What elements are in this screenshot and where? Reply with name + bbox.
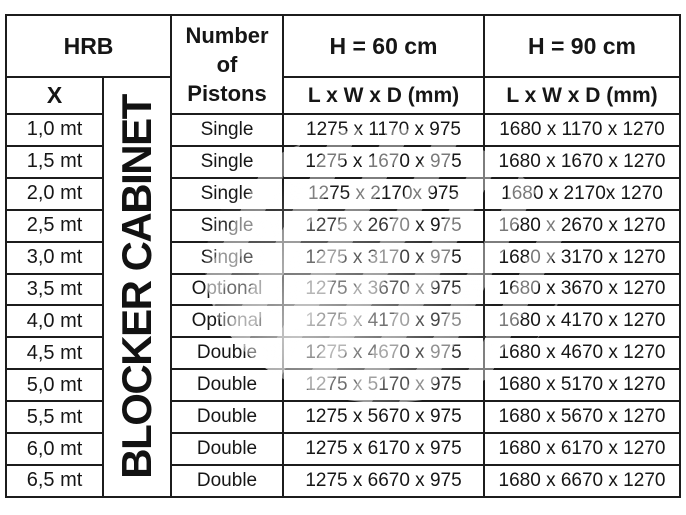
dims-h90-value: 1680 x 6170 x 1270 [483, 432, 681, 466]
hrb-x-value: 6,0 mt [5, 432, 104, 466]
dims-h60-value: 1275 x 1670 x 975 [282, 144, 485, 179]
h60-header: H = 60 cm [282, 14, 485, 78]
hrb-x-value: 5,0 mt [5, 368, 104, 403]
dims-h90-value: 1680 x 2170x 1270 [483, 176, 681, 211]
dims-h60-value: 1275 x 3670 x 975 [282, 272, 485, 307]
header-row-2: X BLOCKER CABINET L x W x D (mm) L x W x… [5, 76, 681, 498]
pistons-value: Single [170, 208, 284, 243]
dims-h60-value: 1275 x 4170 x 975 [282, 304, 485, 339]
h90-header: H = 90 cm [483, 14, 681, 78]
dims-h60-value: 1275 x 5670 x 975 [282, 400, 485, 435]
hrb-header: HRB [5, 14, 172, 78]
pistons-header: Number of Pistons [170, 14, 284, 115]
hrb-x-value: 1,5 mt [5, 144, 104, 179]
blocker-cabinet-label: BLOCKER CABINET [113, 95, 160, 479]
dims90-header: L x W x D (mm) [483, 76, 681, 115]
pistons-value: Single [170, 144, 284, 179]
spec-table: HRB Number of Pistons H = 60 cm H = 90 c… [5, 14, 681, 499]
pistons-value: Optional [170, 272, 284, 307]
dims-h90-value: 1680 x 4670 x 1270 [483, 336, 681, 371]
pistons-value: Single [170, 176, 284, 211]
header-row-1: HRB Number of Pistons H = 60 cm H = 90 c… [5, 14, 681, 115]
hrb-x-value: 3,0 mt [5, 240, 104, 275]
blocker-cabinet-cell: BLOCKER CABINET [102, 76, 172, 498]
hrb-x-value: 5,5 mt [5, 400, 104, 435]
dims-h90-value: 1680 x 4170 x 1270 [483, 304, 681, 339]
hrb-x-value: 3,5 mt [5, 272, 104, 307]
hrb-x-value: 2,0 mt [5, 176, 104, 211]
dims-h60-value: 1275 x 5170 x 975 [282, 368, 485, 403]
dims-h90-value: 1680 x 1170 x 1270 [483, 113, 681, 147]
table-row: 5,5 mt Double 1275 x 5670 x 975 1680 x 5… [5, 400, 681, 435]
dims-h90-value: 1680 x 5170 x 1270 [483, 368, 681, 403]
dims-h60-value: 1275 x 6170 x 975 [282, 432, 485, 466]
pistons-value: Double [170, 336, 284, 371]
hrb-x-value: 2,5 mt [5, 208, 104, 243]
table-row: 6,5 mt Double 1275 x 6670 x 975 1680 x 6… [5, 463, 681, 499]
pistons-value: Double [170, 463, 284, 499]
dims-h60-value: 1275 x 6670 x 975 [282, 463, 485, 499]
dims-h90-value: 1680 x 1670 x 1270 [483, 144, 681, 179]
pistons-value: Single [170, 113, 284, 147]
dims-h60-value: 1275 x 1170 x 975 [282, 113, 485, 147]
pistons-value: Double [170, 400, 284, 435]
dims-h90-value: 1680 x 2670 x 1270 [483, 208, 681, 243]
hrb-x-value: 4,5 mt [5, 336, 104, 371]
hrb-x-value: 1,0 mt [5, 113, 104, 147]
dims-h90-value: 1680 x 6670 x 1270 [483, 463, 681, 499]
pistons-value: Double [170, 432, 284, 466]
dims-h60-value: 1275 x 4670 x 975 [282, 336, 485, 371]
pistons-value: Double [170, 368, 284, 403]
hrb-x-value: 4,0 mt [5, 304, 104, 339]
dims60-header: L x W x D (mm) [282, 76, 485, 115]
dims-h90-value: 1680 x 3170 x 1270 [483, 240, 681, 275]
x-header: X [5, 76, 104, 115]
hrb-x-value: 6,5 mt [5, 463, 104, 499]
pistons-value: Optional [170, 304, 284, 339]
dims-h60-value: 1275 x 2170x 975 [282, 176, 485, 211]
dims-h90-value: 1680 x 5670 x 1270 [483, 400, 681, 435]
pistons-header-line3: Pistons [187, 81, 267, 107]
dims-h60-value: 1275 x 2670 x 975 [282, 208, 485, 243]
pistons-value: Single [170, 240, 284, 275]
table-row: 6,0 mt Double 1275 x 6170 x 975 1680 x 6… [5, 432, 681, 466]
pistons-header-line2: of [216, 51, 238, 77]
dims-h60-value: 1275 x 3170 x 975 [282, 240, 485, 275]
pistons-header-line1: Number [185, 22, 269, 48]
dims-h90-value: 1680 x 3670 x 1270 [483, 272, 681, 307]
